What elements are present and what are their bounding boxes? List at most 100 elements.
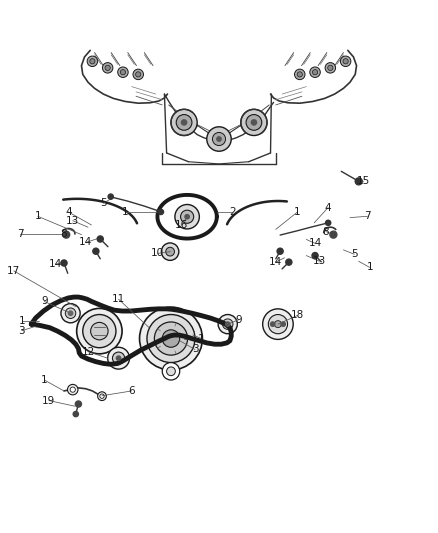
Circle shape	[241, 109, 267, 135]
Circle shape	[226, 322, 230, 326]
Text: 1: 1	[35, 211, 41, 221]
Circle shape	[108, 348, 130, 369]
Text: 18: 18	[291, 310, 304, 320]
Circle shape	[154, 322, 187, 355]
Circle shape	[180, 210, 194, 223]
Circle shape	[175, 205, 199, 229]
Text: 14: 14	[269, 257, 283, 267]
Circle shape	[158, 209, 163, 215]
Circle shape	[65, 308, 76, 318]
Circle shape	[118, 67, 128, 77]
Circle shape	[355, 178, 362, 185]
Text: 5: 5	[100, 198, 106, 208]
Text: 17: 17	[7, 266, 21, 276]
Circle shape	[147, 314, 195, 362]
Circle shape	[100, 394, 104, 398]
Text: 6: 6	[128, 386, 135, 396]
Circle shape	[102, 62, 113, 73]
Text: 13: 13	[313, 256, 326, 266]
Circle shape	[61, 304, 80, 323]
Circle shape	[83, 314, 116, 348]
Circle shape	[340, 56, 351, 67]
Circle shape	[312, 70, 318, 75]
Circle shape	[171, 109, 197, 135]
Circle shape	[251, 120, 257, 125]
Circle shape	[120, 70, 126, 75]
Text: 4: 4	[325, 203, 332, 213]
Text: 1: 1	[198, 334, 205, 344]
Text: 12: 12	[81, 346, 95, 357]
Text: 14: 14	[79, 238, 92, 247]
Text: 1: 1	[18, 316, 25, 326]
Text: 3: 3	[192, 344, 198, 354]
Text: 7: 7	[364, 211, 371, 221]
Circle shape	[87, 56, 98, 67]
Circle shape	[297, 72, 302, 77]
Text: 5: 5	[351, 249, 358, 259]
Text: 10: 10	[151, 248, 164, 259]
Circle shape	[166, 367, 175, 376]
Circle shape	[108, 194, 113, 199]
Circle shape	[98, 392, 106, 400]
Circle shape	[181, 120, 187, 125]
Text: 14: 14	[49, 260, 62, 269]
Text: 1: 1	[366, 262, 373, 272]
Text: 1: 1	[122, 207, 128, 217]
Text: 7: 7	[17, 229, 24, 239]
Circle shape	[281, 322, 286, 326]
Text: 8: 8	[61, 229, 67, 239]
Text: 8: 8	[323, 227, 329, 237]
Text: 19: 19	[42, 395, 55, 406]
Circle shape	[217, 137, 221, 141]
Circle shape	[70, 387, 75, 392]
Text: 1: 1	[294, 207, 301, 217]
Circle shape	[310, 67, 320, 77]
Text: 9: 9	[41, 296, 48, 306]
Circle shape	[166, 247, 174, 256]
Circle shape	[185, 215, 189, 219]
Circle shape	[91, 322, 108, 340]
Circle shape	[176, 115, 192, 130]
Circle shape	[275, 321, 282, 328]
Text: 2: 2	[229, 207, 235, 217]
Circle shape	[140, 307, 202, 370]
Circle shape	[113, 352, 125, 364]
Circle shape	[75, 401, 81, 407]
Circle shape	[277, 248, 283, 254]
Circle shape	[212, 133, 226, 146]
Circle shape	[223, 319, 233, 329]
Circle shape	[90, 59, 95, 64]
Text: 13: 13	[66, 216, 79, 225]
Text: 9: 9	[235, 315, 242, 325]
Circle shape	[63, 231, 70, 238]
Circle shape	[67, 384, 78, 395]
Circle shape	[325, 220, 331, 225]
Circle shape	[286, 259, 292, 265]
Circle shape	[246, 115, 262, 130]
Circle shape	[133, 69, 144, 79]
Circle shape	[343, 59, 348, 64]
Circle shape	[207, 127, 231, 151]
Circle shape	[73, 411, 78, 417]
Circle shape	[97, 236, 103, 242]
Circle shape	[218, 314, 237, 334]
Circle shape	[312, 253, 318, 259]
Circle shape	[263, 309, 293, 340]
Circle shape	[93, 248, 99, 254]
Circle shape	[77, 309, 122, 354]
Circle shape	[271, 322, 275, 326]
Circle shape	[268, 314, 288, 334]
Circle shape	[161, 243, 179, 261]
Circle shape	[68, 311, 73, 316]
Text: 15: 15	[357, 176, 370, 187]
Text: 1: 1	[41, 375, 48, 385]
Circle shape	[330, 231, 337, 238]
Circle shape	[294, 69, 305, 79]
Circle shape	[105, 65, 110, 70]
Text: 11: 11	[112, 294, 125, 304]
Circle shape	[162, 362, 180, 380]
Circle shape	[328, 65, 333, 70]
Circle shape	[162, 330, 180, 348]
Circle shape	[61, 260, 67, 266]
Circle shape	[117, 356, 121, 360]
